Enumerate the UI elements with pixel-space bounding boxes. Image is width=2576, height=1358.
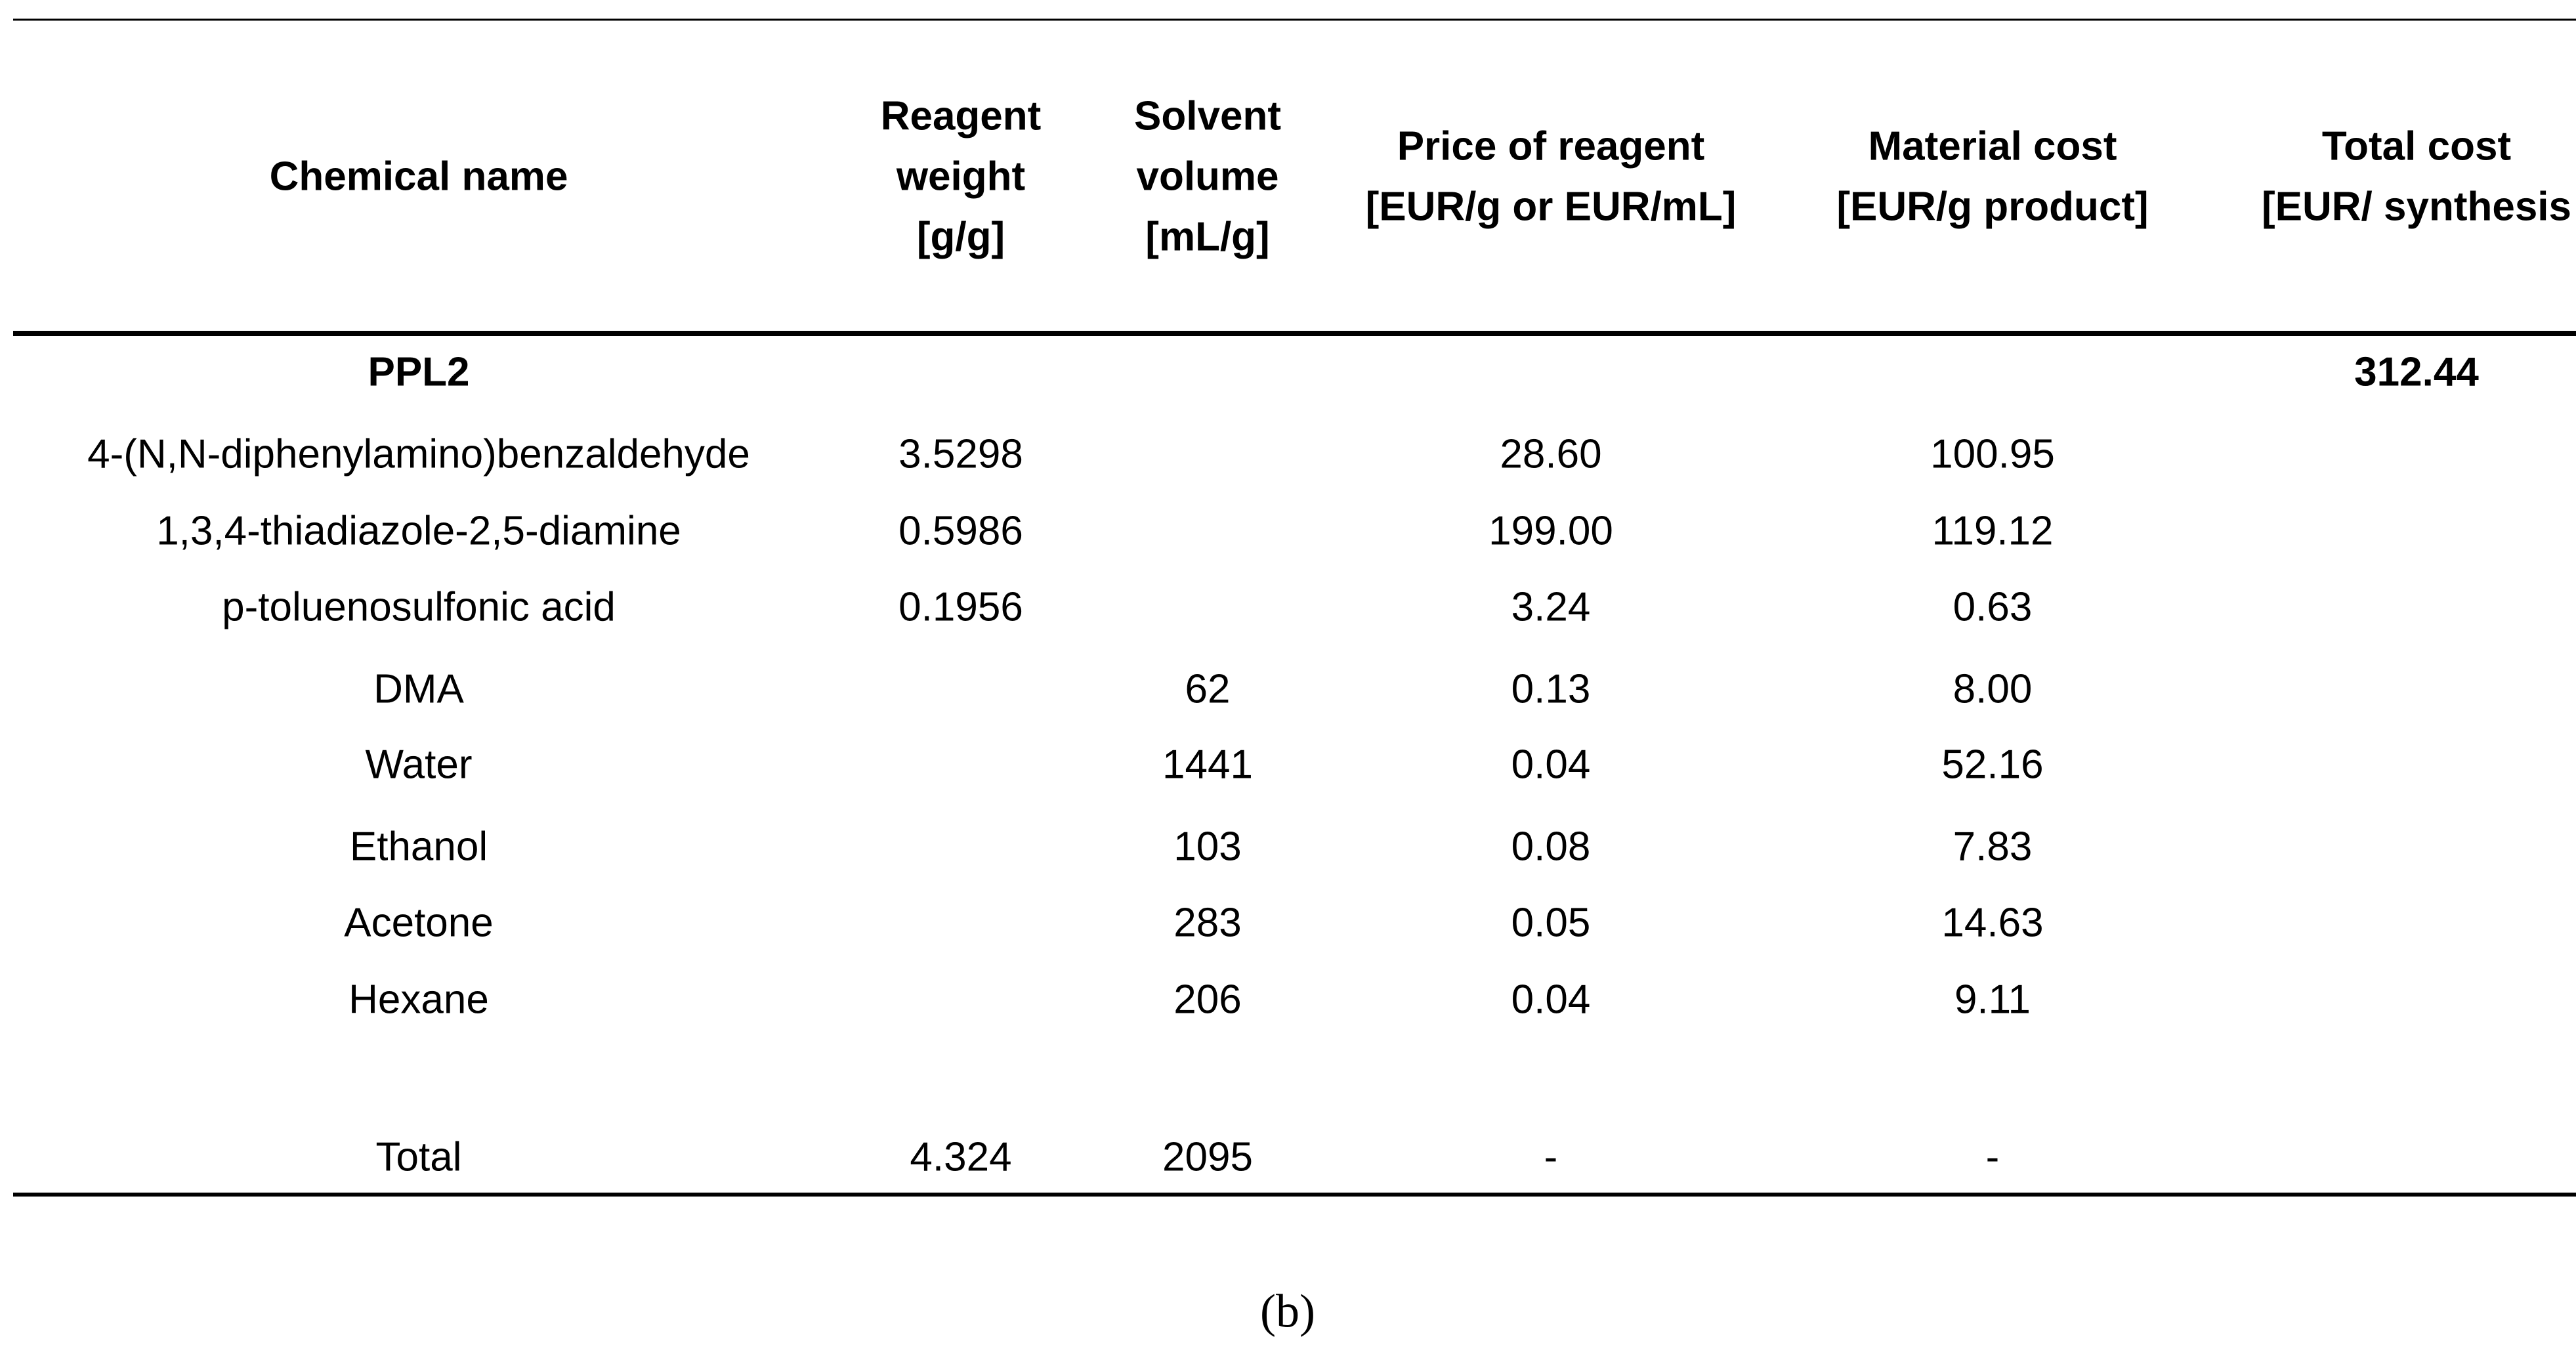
header-cell: Reagent (881, 93, 1042, 138)
caption: (b) (1260, 1285, 1315, 1338)
cell: 52.16 (1941, 742, 2043, 787)
header-cell: Price of reagent (1397, 123, 1705, 169)
header-cell: Chemical name (270, 154, 568, 199)
row-label: Hexane (348, 977, 489, 1022)
row-label: Water (365, 742, 472, 787)
cell: - (1986, 1134, 2000, 1179)
cell: 0.5986 (898, 508, 1023, 553)
header-cell: volume (1136, 154, 1278, 199)
header-cell: [EUR/g product] (1836, 184, 2148, 229)
header-cell: Solvent (1134, 93, 1281, 138)
cell: 103 (1173, 824, 1241, 869)
cell: 0.04 (1511, 977, 1591, 1022)
header-cell: [mL/g] (1145, 214, 1269, 259)
row-label: p-toluenosulfonic acid (222, 584, 616, 629)
cell: 14.63 (1941, 900, 2043, 945)
row-label: DMA (373, 666, 464, 711)
cell: - (1544, 1134, 1558, 1179)
row-label: 4-(N,N-diphenylamino)benzaldehyde (87, 431, 750, 477)
cell: 0.1956 (898, 584, 1023, 629)
header-cell: [g/g] (917, 214, 1005, 259)
cell: 0.63 (1953, 584, 2033, 629)
row-label: Ethanol (350, 824, 488, 869)
cell: 3.5298 (898, 431, 1023, 477)
cell: 2095 (1162, 1134, 1253, 1179)
row-label: Acetone (344, 900, 494, 945)
cell: 283 (1173, 900, 1241, 945)
cell: 28.60 (1500, 431, 1601, 477)
cell: 62 (1185, 666, 1231, 711)
cell: 3.24 (1511, 584, 1591, 629)
row-label: 1,3,4-thiadiazole-2,5-diamine (156, 508, 681, 553)
header-cell: [EUR/ synthesis (2262, 184, 2571, 229)
row-label: Total (376, 1134, 462, 1179)
cell: 119.12 (1932, 508, 2053, 553)
cell: 7.83 (1953, 824, 2033, 869)
cell: 199.00 (1489, 508, 1613, 553)
cell: 312.44 (2354, 349, 2479, 394)
cell: 206 (1173, 977, 1241, 1022)
cell: 9.11 (1954, 977, 2031, 1022)
cell: 1441 (1162, 742, 1253, 787)
cell: 0.13 (1511, 666, 1591, 711)
cell: 4.324 (910, 1134, 1011, 1179)
row-label: PPL2 (368, 349, 469, 394)
cell: 100.95 (1930, 431, 2055, 477)
header-cell: weight (896, 154, 1025, 199)
cell: 0.05 (1511, 900, 1591, 945)
header-cell: Material cost (1868, 123, 2117, 169)
header-cell: Total cost (2322, 123, 2511, 169)
cell: 8.00 (1953, 666, 2033, 711)
header-cell: [EUR/g or EUR/mL] (1366, 184, 1737, 229)
cell: 0.04 (1511, 742, 1591, 787)
cell: 0.08 (1511, 824, 1591, 869)
